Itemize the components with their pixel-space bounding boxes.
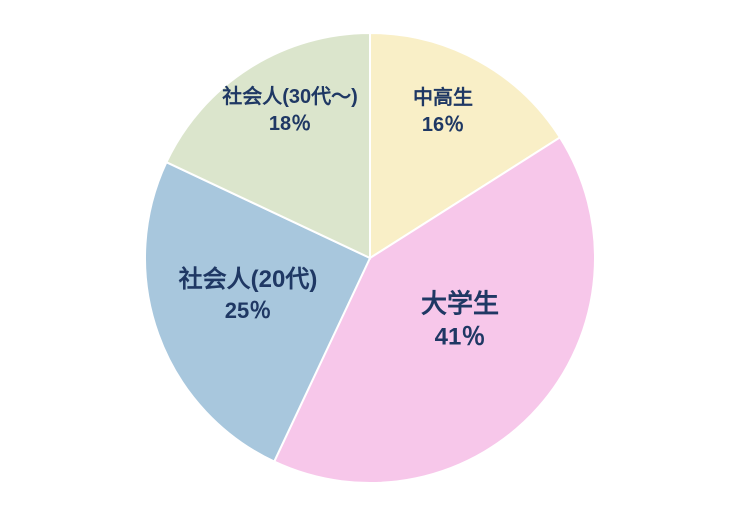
- slice-name: 大学生: [421, 286, 499, 321]
- slice-percent: 16％: [413, 112, 473, 139]
- slice-name: 中高生: [413, 85, 473, 112]
- slice-name: 社会人(30代～): [222, 84, 358, 111]
- slice-name: 社会人(20代): [179, 264, 318, 296]
- pie-slice-label: 大学生41％: [421, 286, 499, 353]
- pie-svg: [0, 0, 740, 516]
- slice-percent: 18％: [222, 111, 358, 138]
- pie-slice-label: 中高生16％: [413, 85, 473, 139]
- slice-percent: 25％: [179, 296, 318, 326]
- pie-slice-label: 社会人(30代～)18％: [222, 84, 358, 138]
- pie-chart: 中高生16％ 大学生41％ 社会人(20代)25％ 社会人(30代～)18％: [0, 0, 740, 516]
- pie-slice-label: 社会人(20代)25％: [179, 264, 318, 326]
- slice-percent: 41％: [421, 321, 499, 353]
